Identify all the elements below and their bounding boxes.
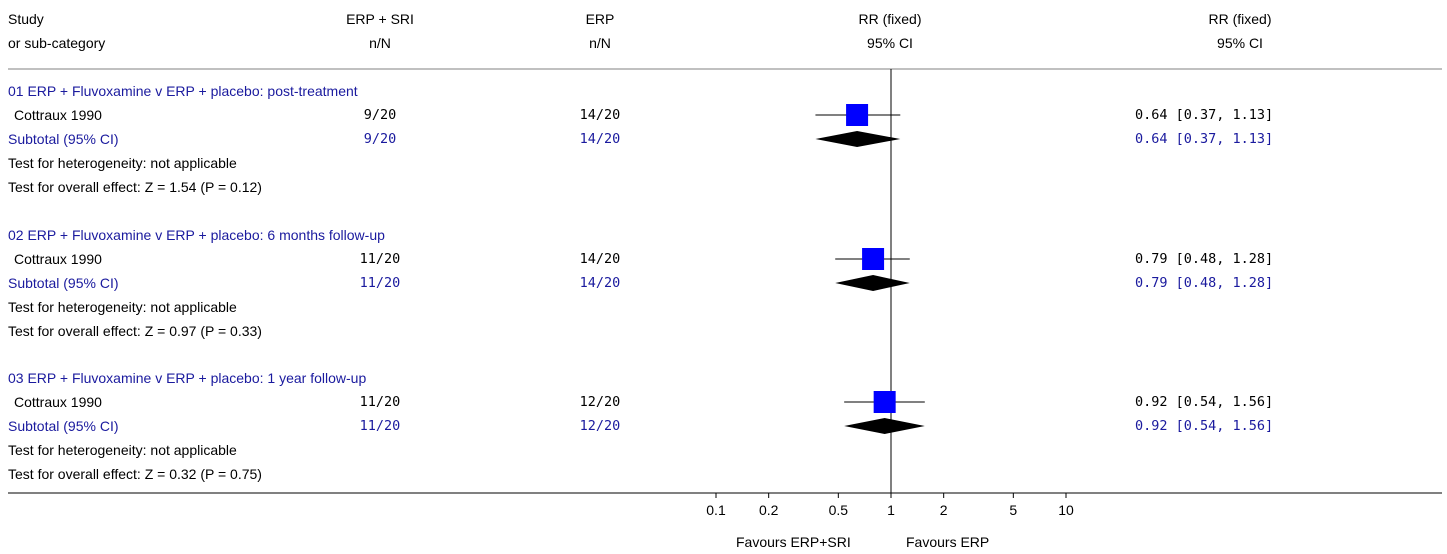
study-ctrl: 14/20: [579, 251, 621, 267]
header-treat: ERP + SRI: [346, 11, 414, 27]
subtotal-ctrl: 12/20: [579, 418, 621, 434]
study-marker: [862, 248, 885, 270]
header-plot-ci: 95% CI: [867, 35, 913, 51]
subtotal-treat: 11/20: [359, 275, 401, 291]
subtotal-diamond: [844, 418, 925, 434]
overall-effect-text: Test for overall effect: Z = 1.54 (P = 0…: [8, 179, 262, 195]
study-rr-label: 0.64 [0.37, 1.13]: [1135, 107, 1274, 123]
header-rr: RR (fixed): [1208, 11, 1272, 27]
subtotal-rr-label: 0.92 [0.54, 1.56]: [1135, 418, 1274, 434]
study-treat: 9/20: [363, 107, 397, 123]
tick-label: 1: [887, 502, 895, 518]
heterogeneity-text: Test for heterogeneity: not applicable: [8, 442, 237, 458]
group-heading: 03 ERP + Fluvoxamine v ERP + placebo: 1 …: [8, 370, 367, 386]
group-heading: 01 ERP + Fluvoxamine v ERP + placebo: po…: [8, 83, 358, 99]
favours-left-label: Favours ERP+SRI: [736, 534, 851, 550]
study-rr-label: 0.79 [0.48, 1.28]: [1135, 251, 1274, 267]
heterogeneity-text: Test for heterogeneity: not applicable: [8, 299, 237, 315]
subtotal-treat: 11/20: [359, 418, 401, 434]
study-rr-label: 0.92 [0.54, 1.56]: [1135, 394, 1274, 410]
subtotal-ctrl: 14/20: [579, 131, 621, 147]
subtotal-name: Subtotal (95% CI): [8, 418, 119, 434]
overall-effect-text: Test for overall effect: Z = 0.32 (P = 0…: [8, 466, 262, 482]
study-marker: [846, 104, 869, 126]
subtotal-diamond: [835, 275, 910, 291]
tick-label: 0.1: [706, 502, 726, 518]
overall-effect-text: Test for overall effect: Z = 0.97 (P = 0…: [8, 323, 262, 339]
study-ctrl: 12/20: [579, 394, 621, 410]
study-marker: [873, 391, 896, 413]
header-study: Study: [8, 11, 44, 27]
subtotal-ctrl: 14/20: [579, 275, 621, 291]
study-treat: 11/20: [359, 394, 401, 410]
subtotal-name: Subtotal (95% CI): [8, 275, 119, 291]
study-name: Cottraux 1990: [14, 251, 102, 267]
header-subcategory: or sub-category: [8, 35, 106, 51]
favours-right-label: Favours ERP: [906, 534, 990, 550]
study-ctrl: 14/20: [579, 107, 621, 123]
study-name: Cottraux 1990: [14, 394, 102, 410]
subtotal-rr-label: 0.79 [0.48, 1.28]: [1135, 275, 1274, 291]
header-rr-ci: 95% CI: [1217, 35, 1263, 51]
tick-label: 0.2: [758, 502, 779, 518]
header-treat-nn: n/N: [369, 35, 391, 51]
group-heading: 02 ERP + Fluvoxamine v ERP + placebo: 6 …: [8, 227, 385, 243]
subtotal-rr-label: 0.64 [0.37, 1.13]: [1135, 131, 1274, 147]
header-ctrl: ERP: [585, 11, 615, 27]
subtotal-treat: 9/20: [363, 131, 397, 147]
tick-label: 5: [1009, 502, 1018, 518]
subtotal-name: Subtotal (95% CI): [8, 131, 119, 147]
heterogeneity-text: Test for heterogeneity: not applicable: [8, 155, 237, 171]
study-treat: 11/20: [359, 251, 401, 267]
header-plot-rr: RR (fixed): [858, 11, 922, 27]
study-name: Cottraux 1990: [14, 107, 102, 123]
tick-label: 0.5: [828, 502, 849, 518]
tick-label: 10: [1058, 502, 1074, 518]
header-ctrl-nn: n/N: [589, 35, 611, 51]
tick-label: 2: [939, 502, 948, 518]
subtotal-diamond: [815, 131, 901, 147]
